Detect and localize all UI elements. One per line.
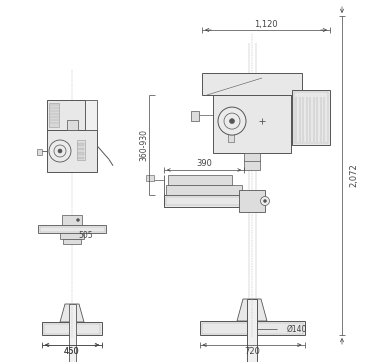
- Bar: [39, 227, 105, 232]
- Polygon shape: [237, 299, 267, 321]
- Text: 2,072: 2,072: [349, 164, 358, 188]
- Text: 360-930: 360-930: [139, 129, 149, 161]
- Bar: [38, 225, 106, 233]
- Bar: [202, 73, 302, 95]
- Bar: [47, 130, 97, 172]
- Text: 1,120: 1,120: [254, 20, 278, 29]
- Bar: [166, 197, 250, 205]
- Bar: [228, 130, 234, 142]
- Bar: [78, 143, 84, 146]
- Bar: [199, 321, 304, 335]
- Text: Ø140: Ø140: [287, 324, 307, 333]
- Circle shape: [230, 119, 234, 123]
- Bar: [67, 120, 78, 130]
- Bar: [63, 239, 81, 244]
- Bar: [166, 185, 242, 195]
- Bar: [78, 147, 84, 150]
- Text: 505: 505: [78, 231, 93, 240]
- Bar: [168, 175, 232, 185]
- Bar: [62, 215, 82, 225]
- Bar: [244, 153, 260, 161]
- Circle shape: [218, 107, 246, 135]
- Circle shape: [261, 197, 269, 206]
- Circle shape: [49, 140, 71, 162]
- Bar: [85, 100, 97, 130]
- Bar: [47, 100, 85, 130]
- Bar: [60, 233, 84, 239]
- Polygon shape: [60, 304, 84, 322]
- Text: 390: 390: [196, 160, 212, 168]
- Bar: [164, 195, 252, 207]
- Circle shape: [58, 149, 62, 153]
- Bar: [49, 103, 59, 127]
- Text: 450: 450: [64, 346, 80, 355]
- Bar: [68, 304, 75, 362]
- Circle shape: [77, 219, 79, 222]
- Bar: [202, 323, 302, 333]
- Bar: [78, 152, 84, 155]
- Bar: [191, 111, 199, 121]
- Bar: [213, 95, 291, 153]
- Bar: [292, 90, 330, 145]
- Bar: [37, 149, 42, 155]
- Bar: [78, 156, 84, 159]
- Bar: [247, 299, 257, 362]
- Bar: [239, 190, 265, 212]
- Bar: [294, 92, 328, 143]
- Text: 450: 450: [64, 346, 80, 355]
- Text: 720: 720: [244, 346, 260, 355]
- Bar: [42, 322, 102, 335]
- Bar: [244, 160, 260, 170]
- Bar: [77, 140, 85, 160]
- Bar: [146, 175, 154, 181]
- Bar: [44, 324, 100, 333]
- Circle shape: [263, 199, 266, 202]
